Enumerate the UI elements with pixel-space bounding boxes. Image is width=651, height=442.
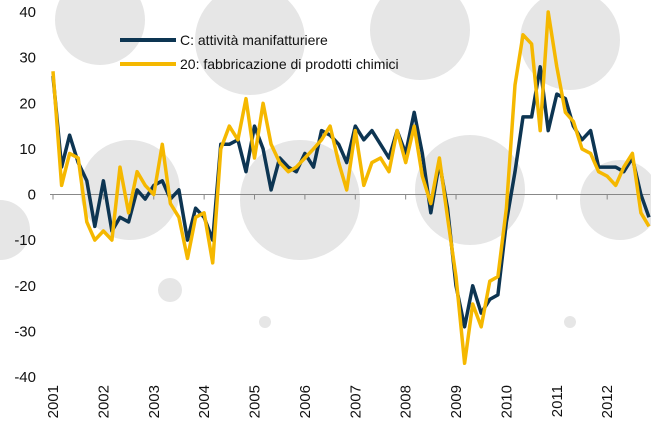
dot bbox=[240, 140, 360, 260]
x-tick-label: 2004 bbox=[196, 385, 213, 418]
dot bbox=[564, 316, 576, 328]
series-line bbox=[51, 10, 651, 366]
x-tick-label: 2003 bbox=[146, 385, 163, 418]
x-tick-label: 2011 bbox=[549, 385, 566, 417]
y-tick-label: 0 bbox=[28, 187, 36, 204]
x-tick-label: 2005 bbox=[247, 385, 264, 418]
dot bbox=[195, 0, 305, 95]
y-tick-label: 20 bbox=[19, 95, 36, 112]
series-line bbox=[51, 65, 651, 329]
dot bbox=[80, 140, 180, 240]
x-tick-label: 2008 bbox=[398, 385, 415, 418]
x-tick-label: 2006 bbox=[297, 385, 314, 418]
dot bbox=[158, 278, 182, 302]
y-tick-label: 40 bbox=[19, 4, 36, 21]
legend-label: 20: fabbricazione di prodotti chimici bbox=[180, 56, 399, 72]
x-tick-label: 2012 bbox=[599, 385, 616, 418]
dot bbox=[55, 0, 145, 65]
y-tick-label: -40 bbox=[14, 369, 36, 386]
dot bbox=[580, 160, 651, 240]
x-tick-label: 2009 bbox=[448, 385, 465, 418]
x-tick-label: 2002 bbox=[95, 385, 112, 418]
y-tick-label: 30 bbox=[19, 50, 36, 67]
legend: C: attività manifatturiere 20: fabbricazi… bbox=[120, 32, 399, 72]
background-dots bbox=[0, 0, 651, 328]
dot bbox=[259, 316, 271, 328]
y-tick-label: -30 bbox=[14, 323, 36, 340]
x-tick-label: 2010 bbox=[498, 385, 515, 418]
x-tick-label: 2007 bbox=[347, 385, 364, 418]
y-tick-label: -10 bbox=[14, 232, 36, 249]
legend-label: C: attività manifatturiere bbox=[180, 32, 328, 48]
y-tick-label: 10 bbox=[19, 141, 36, 158]
y-tick-label: -20 bbox=[14, 278, 36, 295]
dot bbox=[370, 0, 470, 80]
x-tick-label: 2001 bbox=[45, 385, 62, 418]
dot bbox=[0, 200, 30, 260]
dot bbox=[415, 135, 525, 245]
